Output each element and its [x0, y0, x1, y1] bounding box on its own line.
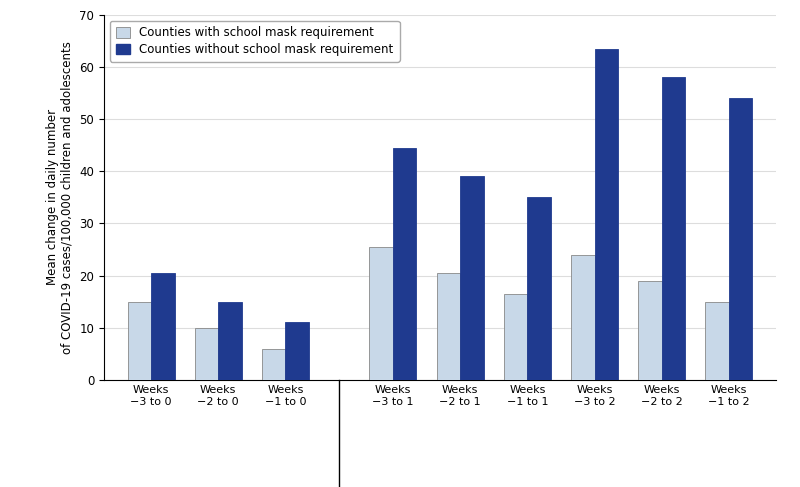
Legend: Counties with school mask requirement, Counties without school mask requirement: Counties with school mask requirement, C… — [110, 20, 399, 62]
Bar — [437, 273, 460, 380]
Bar — [594, 49, 618, 380]
Bar — [638, 281, 662, 380]
Bar — [262, 349, 286, 380]
Bar — [460, 176, 484, 380]
Bar — [370, 247, 393, 380]
Bar — [571, 255, 594, 380]
Bar — [218, 301, 242, 380]
Bar — [194, 328, 218, 380]
Bar — [286, 322, 309, 380]
Bar — [504, 294, 527, 380]
Bar — [151, 273, 174, 380]
Bar — [527, 197, 551, 380]
Bar — [127, 301, 151, 380]
Bar — [729, 98, 753, 380]
Bar — [393, 148, 417, 380]
Bar — [706, 301, 729, 380]
Y-axis label: Mean change in daily number
of COVID-19 cases/100,000 children and adolescents: Mean change in daily number of COVID-19 … — [46, 41, 74, 354]
Bar — [662, 77, 686, 380]
